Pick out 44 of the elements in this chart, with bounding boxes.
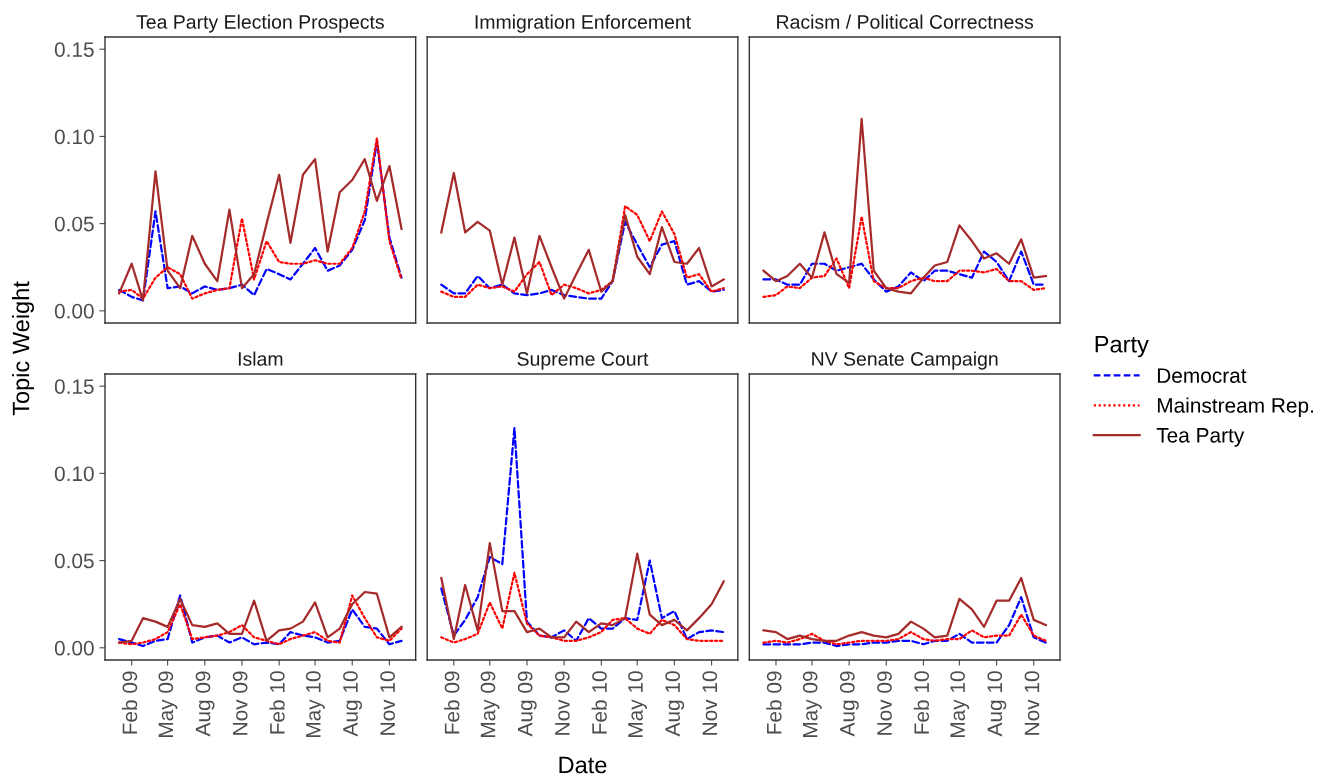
chart-title: Islam [238,351,283,366]
x-tick-label: Feb 09 [444,671,460,734]
x-tick-label: Nov 09 [554,671,570,735]
legend-label: Mainstream Rep. [1157,397,1313,417]
y-tick-label: 0.05 [54,216,94,232]
y-axis-title: Topic Weight [12,281,35,416]
chart-title: Immigration Enforcement [475,14,691,33]
x-tick-label: Feb 10 [269,671,285,734]
legend-title: Party [1095,336,1149,358]
x-tick-label: May 10 [628,671,647,738]
y-tick-label: 0.00 [54,640,94,656]
x-tick-label: May 10 [305,671,325,738]
y-tick-label: 0.15 [54,42,94,57]
x-tick-label: Aug 09 [195,671,215,737]
x-tick-label: Aug 10 [343,671,362,737]
x-axis-title: Date [559,756,607,774]
x-tick-label: May 10 [950,671,970,738]
x-tick-label: Feb 09 [121,671,138,734]
x-tick-label: Nov 09 [877,671,892,735]
y-tick-label: 0.00 [54,303,94,319]
chart-title: Racism / Political Correctness [777,14,1034,29]
x-tick-label: May 09 [480,671,500,738]
y-tick-label: 0.10 [54,466,94,482]
chart-title: Supreme Court [517,352,649,370]
x-tick-label: Nov 10 [380,671,395,735]
legend-label: Tea Party [1156,428,1245,447]
x-tick-label: Nov 10 [702,671,718,735]
x-tick-label: Feb 09 [766,671,782,734]
x-tick-label: Nov 10 [1024,671,1040,735]
chart-title: NV Senate Campaign [812,351,998,370]
x-tick-label: Feb 10 [913,671,930,734]
x-tick-label: Aug 09 [839,671,859,737]
x-tick-label: Feb 10 [591,671,607,734]
x-tick-label: Aug 10 [665,671,685,737]
x-tick-label: Aug 09 [517,671,537,737]
legend-label: Democrat [1157,368,1247,383]
y-tick-label: 0.10 [54,129,94,145]
chart-title: Tea Party Election Prospects [136,14,384,33]
x-tick-label: May 09 [802,671,822,738]
x-tick-label: Nov 09 [232,671,248,735]
x-tick-label: Aug 10 [987,671,1007,737]
y-tick-label: 0.05 [54,553,94,569]
x-tick-label: May 09 [158,671,178,738]
y-tick-label: 0.15 [54,379,94,394]
